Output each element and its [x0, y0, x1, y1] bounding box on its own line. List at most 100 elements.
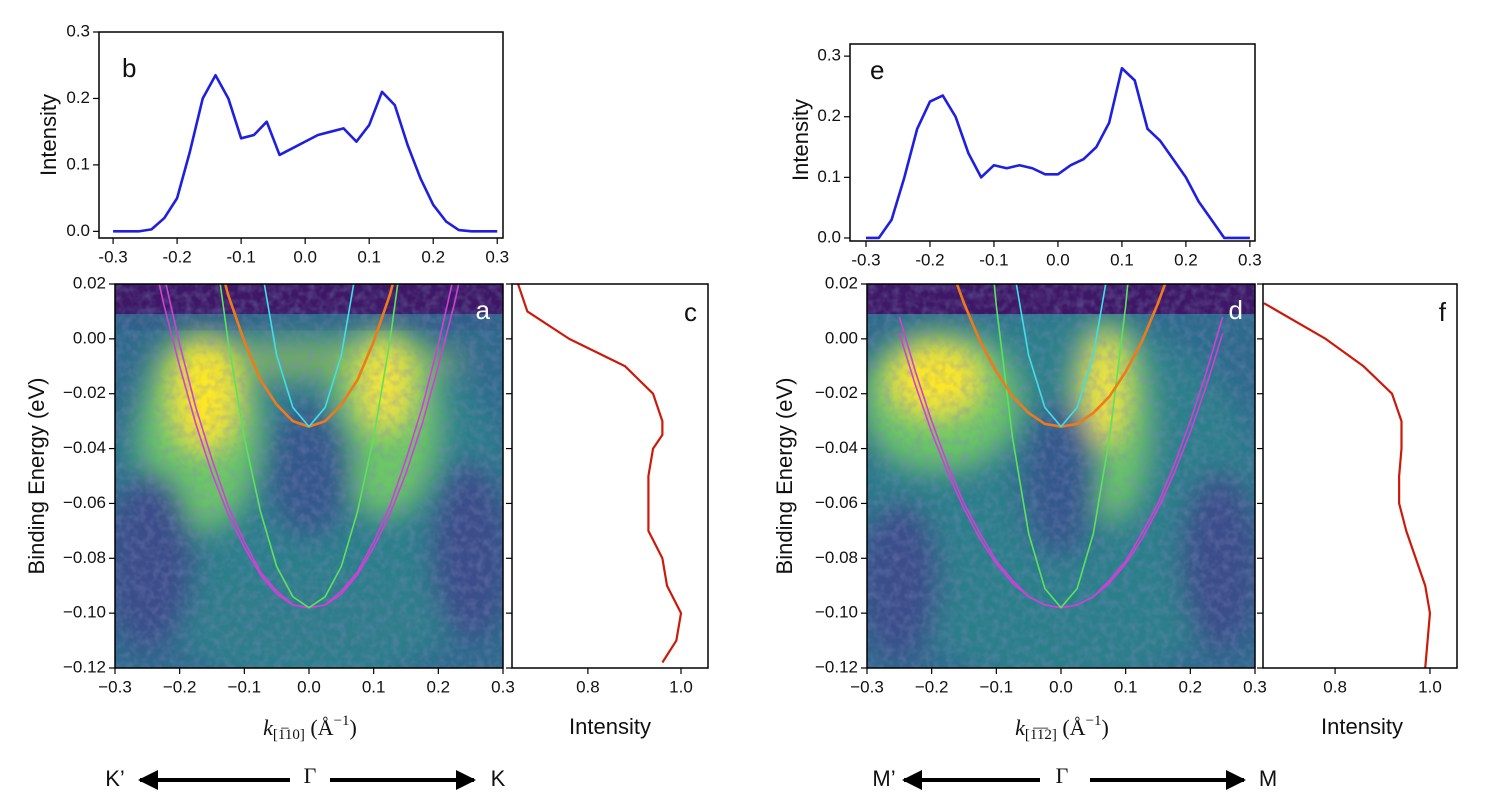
- x-tick-label: 0.8: [1323, 677, 1347, 696]
- x-tick-label: −0.2: [915, 677, 949, 696]
- x-tick-label: 1.0: [669, 677, 693, 696]
- x-tick-label: 0.1: [1110, 250, 1134, 269]
- direction-label: K: [491, 766, 506, 791]
- exponent: −1: [1086, 713, 1102, 729]
- x-tick-label: -0.3: [851, 250, 880, 269]
- y-tick-label: 0.00: [73, 328, 106, 347]
- y-tick-label: −0.08: [63, 548, 106, 567]
- x-tick-label: 0.3: [1243, 677, 1267, 696]
- x-axis-label: k[1̅10] (Å−1): [263, 713, 357, 743]
- y-tick-label: −0.10: [63, 603, 106, 622]
- plot-area: [113, 73, 498, 233]
- y-tick-label: 0.02: [73, 273, 106, 292]
- x-tick-label: 1.0: [1418, 677, 1442, 696]
- heatmap-background: [867, 284, 1255, 668]
- plot-area: [517, 284, 683, 664]
- direction-label: M’: [872, 766, 895, 791]
- panel-label: d: [1229, 295, 1243, 325]
- x-tick-label: 0.2: [421, 247, 445, 266]
- x-tick-label: -0.1: [979, 250, 1008, 269]
- direction-label: Γ: [304, 763, 317, 788]
- heatmap-background: [115, 284, 503, 668]
- x-tick-label: −0.1: [228, 677, 262, 696]
- y-tick-label: −0.06: [63, 493, 106, 512]
- direction-label: M: [1259, 766, 1277, 791]
- data-line: [1263, 302, 1432, 668]
- y-tick-label: −0.02: [815, 383, 858, 402]
- x-tick-label: 0.0: [297, 677, 321, 696]
- x-tick-label: −0.1: [980, 677, 1014, 696]
- direction-label: Γ: [1056, 763, 1069, 788]
- y-tick-label: 0.1: [66, 154, 90, 173]
- y-tick-label: −0.04: [63, 438, 106, 457]
- direction-label: K’: [105, 766, 125, 791]
- unit: ): [1102, 715, 1109, 740]
- plot-frame: [114, 283, 504, 669]
- data-line: [1015, 284, 1107, 428]
- y-tick-label: −0.02: [63, 383, 106, 402]
- x-tick-label: 0.0: [1046, 250, 1070, 269]
- y-tick-label: 0.02: [825, 273, 858, 292]
- y-tick-label: −0.12: [63, 657, 106, 676]
- plot-frame: [849, 43, 1256, 242]
- x-tick-label: −0.3: [850, 677, 884, 696]
- plot-area: [866, 66, 1250, 240]
- symbol: k: [1015, 715, 1026, 740]
- y-tick-label: 0.00: [825, 328, 858, 347]
- data-line: [517, 284, 683, 664]
- exponent: −1: [334, 713, 350, 729]
- panel-label: c: [684, 297, 697, 327]
- subscript: [1̅1̅2]: [1025, 727, 1057, 743]
- x-tick-label: 0.3: [485, 247, 509, 266]
- symbol: k: [263, 715, 274, 740]
- unit: (Å: [305, 715, 334, 740]
- panel-label: e: [870, 55, 884, 85]
- y-axis-label: Binding Energy (eV): [772, 378, 797, 575]
- data-line: [113, 73, 498, 233]
- y-tick-label: −0.10: [815, 603, 858, 622]
- plot-frame: [98, 31, 504, 239]
- y-axis-label: Binding Energy (eV): [24, 378, 49, 575]
- x-tick-label: 0.0: [293, 247, 317, 266]
- x-tick-label: −0.3: [98, 677, 132, 696]
- y-tick-label: 0.3: [66, 21, 90, 40]
- x-axis-label: Intensity: [569, 714, 651, 739]
- x-tick-label: −0.2: [163, 677, 197, 696]
- x-tick-label: 0.3: [491, 677, 515, 696]
- y-axis-label: Intensity: [36, 94, 61, 176]
- y-tick-label: −0.08: [815, 548, 858, 567]
- unit: (Å: [1057, 715, 1086, 740]
- x-tick-label: 0.8: [576, 677, 600, 696]
- data-line: [993, 284, 1129, 609]
- y-tick-label: −0.06: [815, 493, 858, 512]
- data-line: [263, 284, 355, 428]
- plot-frame: [1262, 283, 1458, 669]
- y-tick-label: 0.0: [66, 221, 90, 240]
- x-tick-label: -0.2: [162, 247, 191, 266]
- plot-area: [158, 284, 460, 609]
- plot-area: [898, 284, 1224, 609]
- x-tick-label: 0.1: [357, 247, 381, 266]
- x-tick-label: -0.3: [98, 247, 127, 266]
- x-axis-label: Intensity: [1321, 714, 1403, 739]
- x-tick-label: -0.2: [915, 250, 944, 269]
- x-tick-label: 0.2: [1179, 677, 1203, 696]
- x-tick-label: 0.3: [1238, 250, 1262, 269]
- data-line: [866, 66, 1250, 240]
- data-line: [219, 284, 399, 609]
- x-tick-label: 0.2: [427, 677, 451, 696]
- x-tick-label: 0.0: [1049, 677, 1073, 696]
- unit: ): [350, 715, 357, 740]
- y-tick-label: 0.2: [817, 106, 841, 125]
- y-tick-label: −0.04: [815, 438, 858, 457]
- panel-label: f: [1439, 297, 1447, 327]
- x-tick-label: 0.2: [1174, 250, 1198, 269]
- x-tick-label: -0.1: [226, 247, 255, 266]
- plot-frame: [866, 283, 1256, 669]
- subscript: [1̅10]: [273, 727, 305, 743]
- plot-area: [1263, 302, 1432, 668]
- y-tick-label: 0.2: [66, 88, 90, 107]
- y-tick-label: 0.1: [817, 167, 841, 186]
